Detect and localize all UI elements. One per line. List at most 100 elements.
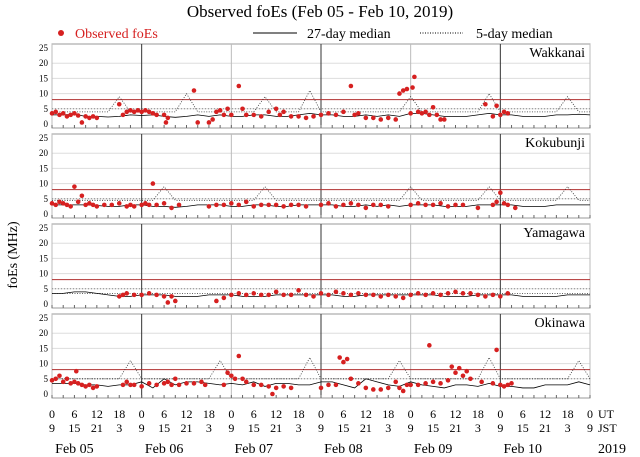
observed-point	[165, 300, 171, 305]
observed-point	[378, 202, 384, 208]
observed-point	[410, 85, 415, 90]
observed-point	[273, 385, 279, 391]
y-tick-label: 15	[39, 163, 49, 173]
panel-kokubunji: 0 5 10 15 20 25 Kokubunji	[39, 133, 591, 219]
legend-observed-label: Observed foEs	[75, 27, 158, 42]
observed-point	[109, 202, 115, 208]
observed-point	[501, 384, 507, 389]
observed-point	[288, 292, 294, 298]
y-tick-label: 5	[44, 104, 49, 114]
y-tick-label: 5	[44, 194, 49, 204]
x-tick-ut: 6	[520, 407, 526, 421]
y-tick-label: 0	[44, 299, 49, 309]
panel-yamagawa: 0 5 10 15 20 25 Yamagawa	[39, 223, 591, 309]
observed-point	[501, 109, 507, 115]
observed-point	[408, 111, 413, 116]
observed-point	[397, 91, 402, 96]
observed-point	[468, 376, 473, 382]
observed-point	[139, 202, 144, 208]
observed-point	[505, 111, 511, 116]
observed-point	[490, 114, 496, 119]
observed-point	[270, 391, 275, 397]
x-tick-jst: 3	[565, 421, 571, 435]
observed-point	[68, 112, 73, 118]
x-tick-jst: 9	[49, 421, 55, 435]
observed-point	[236, 291, 242, 296]
observed-point	[468, 291, 473, 296]
observed-point	[139, 292, 144, 298]
observed-point	[456, 365, 462, 371]
observed-point	[408, 292, 413, 298]
observed-point	[453, 289, 458, 295]
observed-point	[169, 294, 174, 299]
observed-point	[475, 292, 481, 298]
observed-point	[116, 201, 122, 206]
observed-point	[371, 387, 376, 392]
observed-point	[483, 101, 488, 107]
observed-point	[131, 204, 137, 209]
observed-point	[68, 381, 73, 386]
observed-point	[288, 202, 294, 208]
observed-point	[371, 292, 376, 298]
y-tick-label: 10	[39, 359, 49, 369]
observed-point	[206, 204, 212, 209]
chart-title: Observed foEs (Feb 05 - Feb 10, 2019)	[187, 2, 453, 21]
observed-point	[146, 202, 152, 208]
observed-point	[490, 292, 496, 298]
y-tick-label: 20	[39, 238, 49, 248]
observed-point	[449, 364, 455, 369]
x-tick-ut: 18	[562, 407, 574, 421]
observed-point	[169, 382, 174, 388]
y-tick-label: 25	[39, 43, 49, 53]
observed-point	[378, 117, 384, 122]
observed-point	[400, 295, 406, 301]
observed-point	[72, 111, 77, 116]
observed-point	[356, 381, 361, 386]
day-label: Feb 10	[504, 442, 543, 457]
observed-point	[258, 292, 264, 298]
observed-point	[124, 379, 130, 385]
observed-point	[83, 114, 88, 119]
x-tick-ut: 12	[270, 407, 282, 421]
y-tick-label: 25	[39, 133, 49, 143]
day-label: Feb 05	[55, 442, 94, 457]
observed-point	[53, 376, 59, 382]
panels: 0 5 10 15 20 25 Wakkanai 0 5 10 15 20 25 Kokubunji 0 5 1…	[39, 43, 591, 399]
x-tick-jst: 21	[181, 421, 193, 435]
observed-point	[124, 204, 130, 209]
x-tick-jst: 15	[517, 421, 529, 435]
x-tick-ut: 0	[228, 407, 234, 421]
station-label: Wakkanai	[529, 46, 585, 61]
observed-point	[229, 201, 234, 206]
observed-point	[229, 112, 234, 118]
observed-point	[318, 112, 324, 118]
observed-point	[400, 388, 406, 394]
y-tick-label: 15	[39, 253, 49, 263]
observed-point	[501, 201, 507, 206]
year-label: 2019	[598, 442, 626, 457]
observed-point	[445, 291, 451, 296]
observed-point	[68, 204, 73, 209]
observed-point	[430, 291, 436, 296]
observed-point	[400, 88, 406, 93]
panel-wakkanai: 0 5 10 15 20 25 Wakkanai	[39, 43, 591, 129]
observed-point	[385, 115, 391, 121]
observed-point	[236, 202, 242, 208]
observed-point	[135, 108, 141, 113]
observed-point	[154, 382, 159, 388]
observed-point	[408, 382, 413, 388]
observed-point	[79, 382, 85, 388]
observed-point	[243, 199, 249, 205]
observed-point	[83, 202, 88, 208]
observed-point	[385, 292, 391, 298]
observed-point	[154, 112, 159, 118]
observed-point	[460, 373, 466, 379]
observed-point	[378, 294, 384, 299]
observed-point	[139, 109, 144, 115]
observed-point	[206, 120, 212, 125]
legend-27day-label: 27-day median	[307, 27, 391, 42]
observed-point	[116, 101, 122, 107]
observed-point	[363, 115, 369, 121]
day-label: Feb 06	[145, 442, 184, 457]
